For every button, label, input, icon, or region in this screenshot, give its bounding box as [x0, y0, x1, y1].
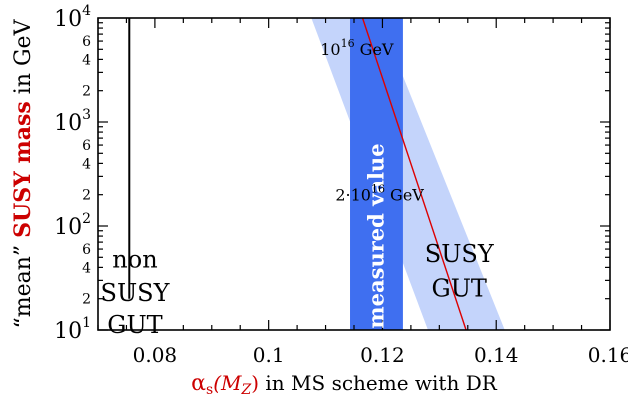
x-label-rest: in MS scheme with DR	[259, 371, 498, 395]
x-tick-label: 0.1	[253, 343, 285, 367]
gut-scale-1-unit: GeV	[355, 40, 394, 59]
gut-scale-2-exponent: 16	[371, 183, 385, 196]
susy-gut-prediction-line	[361, 17, 467, 331]
gut-scale-2-base: 2·10	[335, 186, 371, 205]
gut-scale-2-label: 2·1016 GeV	[335, 183, 424, 205]
plot-area	[311, 18, 505, 330]
y-minor-tick-label: 2	[82, 292, 91, 308]
y-decade-label: 103	[54, 107, 91, 136]
y-decade-exponent: 3	[82, 107, 91, 123]
susy-gut-line: GUT	[432, 274, 487, 302]
gut-scale-1-label: 1016 GeV	[320, 37, 394, 59]
x-label-subscript: s	[206, 382, 213, 398]
y-minor-tick-label: 2	[82, 84, 91, 100]
y-axis-label: “mean” SUSY mass in GeV	[10, 18, 36, 328]
y-decade-base: 10	[54, 111, 82, 136]
annotations: measured value 0.08 0.1 0.12 0.14 0.16 2 4 6 2 4 6 2…	[10, 3, 628, 398]
plot-lines	[128, 17, 467, 331]
y-minor-tick-label: 6	[82, 138, 91, 154]
non-susy-gut-line: SUSY	[101, 279, 171, 307]
non-susy-gut-line: non	[112, 245, 157, 273]
x-axis-label: αs(MZ) in MS scheme with DR	[191, 371, 498, 398]
gut-scale-2-unit: GeV	[385, 186, 424, 205]
y-decade-exponent: 1	[82, 315, 91, 331]
x-tick-label: 0.12	[360, 343, 405, 367]
non-susy-gut-line: GUT	[107, 311, 162, 339]
x-label-close: )	[251, 371, 259, 395]
measured-value-band	[350, 18, 403, 330]
y-decade-base: 10	[54, 7, 82, 32]
y-decade-label: 104	[54, 3, 91, 32]
y-decade-exponent: 4	[82, 3, 91, 19]
susy-gut-line: SUSY	[425, 240, 495, 268]
x-tick-label: 0.08	[133, 343, 178, 367]
axes	[97, 17, 611, 331]
y-decade-label: 101	[54, 315, 91, 344]
y-minor-tick-label: 6	[82, 242, 91, 258]
y-label-emphasis: SUSY mass	[10, 101, 36, 238]
y-decade-base: 10	[54, 215, 82, 240]
y-label-suffix: in GeV	[11, 18, 36, 101]
x-tick-label: 0.16	[588, 343, 628, 367]
y-label-prefix: “mean”	[11, 238, 36, 329]
x-tick-label: 0.14	[474, 343, 519, 367]
y-decade-exponent: 2	[82, 211, 91, 227]
x-label-alpha: α	[191, 371, 206, 396]
y-minor-tick-label: 4	[82, 260, 91, 276]
y-decade-label: 102	[54, 211, 91, 240]
y-minor-tick-label: 6	[82, 34, 91, 50]
y-minor-tick-label: 4	[82, 52, 91, 68]
x-label-argument-subscript: Z	[241, 382, 252, 398]
y-minor-tick-label: 2	[82, 188, 91, 204]
measured-value-label: measured value	[363, 143, 388, 328]
y-minor-tick-label: 4	[82, 156, 91, 172]
x-label-argument: (M	[213, 371, 242, 395]
gut-scale-1-base: 10	[320, 40, 340, 59]
gut-scale-1-exponent: 16	[341, 37, 355, 50]
y-decade-base: 10	[54, 319, 82, 344]
